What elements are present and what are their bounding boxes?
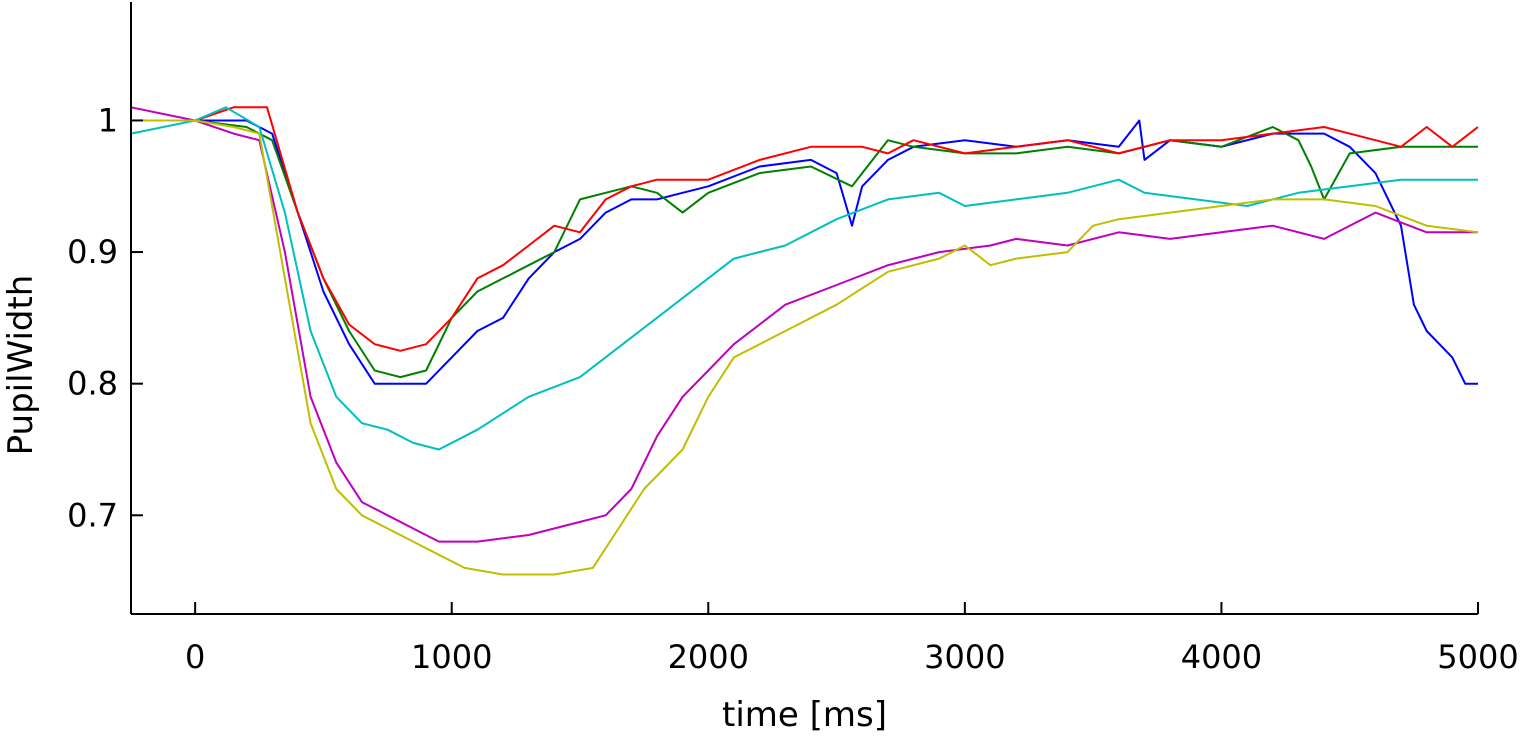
y-tick-label: 0.7: [67, 496, 118, 534]
series-line-1: [131, 119, 1478, 385]
axes-layer: [130, 2, 1478, 615]
ticks-layer: 0 1000 2000 3000 4000 5000 0.7 0.8 0.9 1: [67, 101, 1519, 676]
y-tick-label: 1: [98, 101, 118, 139]
series-layer: [130, 106, 1479, 576]
x-tick-label: 4000: [1181, 638, 1262, 676]
y-axis-title: PupilWidth: [1, 275, 41, 456]
series-line-5: [130, 106, 1478, 543]
x-tick-label: 3000: [924, 638, 1005, 676]
x-tick-label: 2000: [668, 638, 749, 676]
y-tick-label: 0.9: [67, 233, 118, 271]
series-line-3: [131, 106, 1479, 352]
x-tick-label: 1000: [411, 638, 492, 676]
x-tick-label: 5000: [1437, 638, 1518, 676]
series-line-6: [131, 119, 1479, 576]
series-line-2: [131, 119, 1478, 379]
series-line-4: [130, 106, 1478, 451]
x-axis-title: time [ms]: [722, 695, 887, 735]
x-tick-label: 0: [185, 638, 205, 676]
y-tick-label: 0.8: [67, 365, 118, 403]
